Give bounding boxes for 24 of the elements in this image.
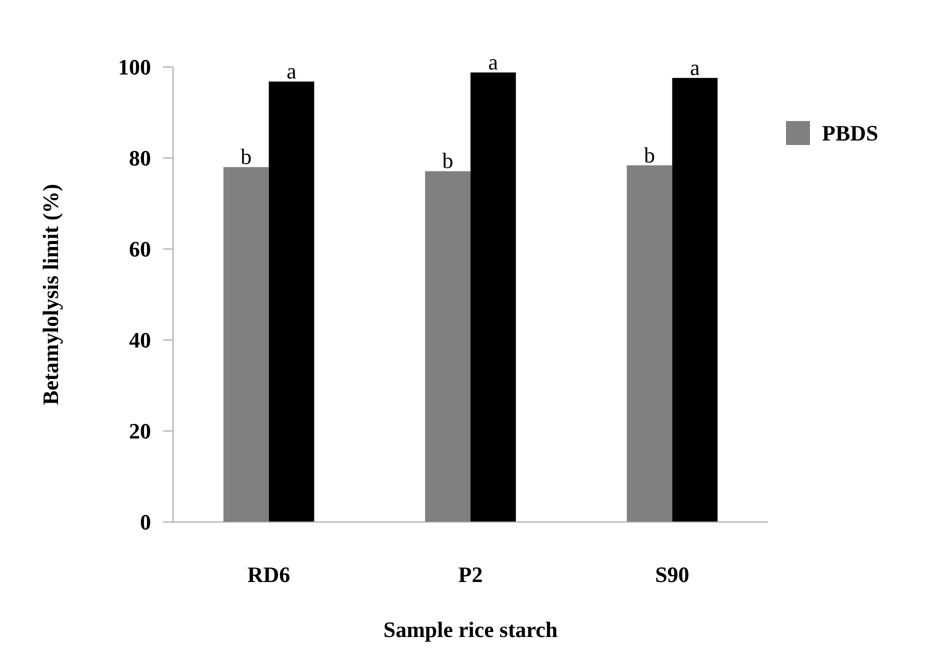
x-tick-label: S90 bbox=[655, 562, 690, 587]
y-tick-label: 60 bbox=[129, 236, 151, 262]
y-tick-label: 80 bbox=[129, 146, 151, 171]
y-axis-title: Betamylolysis limit (%) bbox=[38, 184, 63, 406]
bar bbox=[268, 82, 314, 522]
annotation: a bbox=[286, 58, 297, 84]
y-tick-label: 100 bbox=[118, 54, 151, 80]
legend-label: PBDS bbox=[822, 120, 878, 146]
x-tick-label: P2 bbox=[458, 562, 483, 587]
y-tick-label: 20 bbox=[129, 418, 151, 444]
bar bbox=[626, 165, 672, 522]
y-tick-label: 0 bbox=[140, 510, 151, 535]
y-tick-label: 40 bbox=[129, 328, 151, 353]
annotation: a bbox=[488, 49, 498, 74]
annotation: b bbox=[442, 148, 454, 174]
bar bbox=[425, 171, 470, 522]
annotation: b bbox=[240, 144, 252, 170]
x-axis-title: Sample rice starch bbox=[383, 617, 558, 642]
annotation: a bbox=[690, 54, 700, 80]
annotation: b bbox=[644, 142, 656, 168]
bar bbox=[223, 167, 269, 522]
x-tick-label: RD6 bbox=[247, 562, 290, 587]
bar bbox=[470, 72, 516, 522]
bar bbox=[672, 78, 718, 522]
